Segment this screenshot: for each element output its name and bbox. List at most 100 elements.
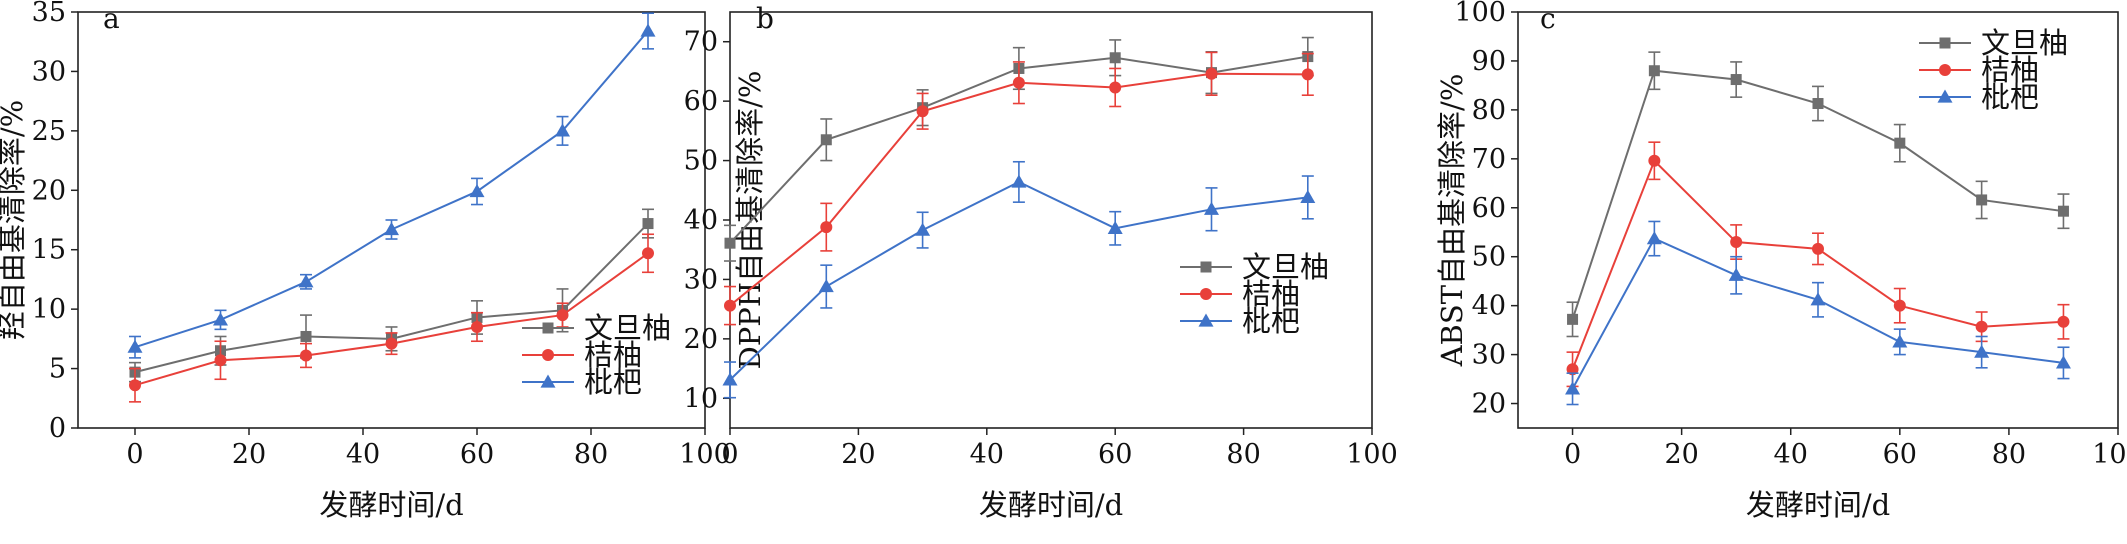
x-tick-label: 60 [460, 439, 494, 470]
data-point [1893, 299, 1906, 312]
y-tick-label: 25 [32, 116, 66, 147]
y-tick-label: 90 [1472, 46, 1506, 77]
data-point [915, 222, 931, 236]
data-point [820, 134, 832, 146]
legend-marker [1937, 89, 1953, 103]
data-point [469, 183, 485, 198]
x-axis-label: 发酵时间/d [319, 488, 463, 522]
x-tick-label: 80 [1992, 439, 2026, 470]
legend-label: 枇杷 [584, 365, 642, 399]
data-point [820, 221, 833, 234]
y-tick-label: 50 [1472, 242, 1506, 273]
y-tick-label: 70 [684, 27, 718, 58]
data-point [1648, 154, 1661, 167]
y-tick-label: 20 [1472, 389, 1506, 420]
legend-label: 文旦柚 [584, 311, 671, 345]
x-axis-label: 发酵时间/d [1746, 488, 1890, 522]
data-point [1300, 189, 1316, 204]
y-tick-label: 20 [684, 324, 718, 355]
x-axis-label: 发酵时间/d [979, 488, 1123, 522]
legend-label: 文旦柚 [1981, 26, 2068, 60]
legend-label: 桔柚 [1242, 277, 1300, 311]
data-point [1730, 236, 1743, 249]
legend-label: 枇杷 [1981, 80, 2039, 114]
y-tick-label: 30 [684, 264, 718, 295]
y-tick-label: 20 [32, 175, 66, 206]
y-tick-label: 60 [1472, 193, 1506, 224]
data-point [1011, 174, 1027, 188]
y-tick-label: 10 [684, 383, 718, 414]
legend-label: 桔柚 [584, 338, 642, 372]
series-line [134, 30, 649, 349]
legend-label: 文旦柚 [1242, 250, 1329, 284]
data-point [1567, 313, 1579, 325]
x-tick-label: 20 [232, 439, 266, 470]
series-3 [722, 160, 1316, 399]
data-point [1648, 65, 1660, 77]
data-point [1974, 344, 1990, 358]
y-axis-label: ABST自由基清除率/% [1435, 74, 1469, 368]
y-tick-label: 40 [1472, 291, 1506, 322]
y-axis-label: DPPH自由基清除率/% [733, 71, 767, 370]
data-point [556, 309, 569, 322]
panel-letter: c [1540, 2, 1556, 35]
data-point [471, 320, 483, 333]
y-tick-label: 70 [1472, 144, 1506, 175]
data-point [916, 105, 929, 118]
plot-frame [1517, 11, 2119, 429]
data-point [1975, 320, 1988, 333]
series-3 [1565, 220, 2071, 406]
series-3 [127, 12, 656, 359]
x-tick-label: 40 [970, 439, 1004, 470]
data-point [724, 237, 736, 249]
x-tick-label: 40 [1774, 439, 1808, 470]
legend-marker [542, 322, 554, 334]
legend-marker [1939, 37, 1951, 49]
data-point [1646, 231, 1662, 245]
data-point [129, 379, 141, 392]
legend-label: 桔柚 [1981, 53, 2039, 87]
data-point [1109, 81, 1122, 94]
y-tick-label: 80 [1472, 95, 1506, 126]
legend-marker [1939, 64, 1951, 76]
data-point [214, 354, 227, 367]
x-tick-label: 0 [1564, 439, 1581, 470]
data-point [2057, 315, 2070, 328]
y-tick-label: 10 [32, 294, 66, 325]
data-point [642, 218, 654, 230]
x-tick-label: 100 [1346, 439, 1398, 470]
data-point [300, 330, 312, 342]
data-point [127, 339, 143, 353]
y-tick-label: 30 [1472, 340, 1506, 371]
chart-panel-c: 0 20 40 60 80 100 20 30 40 50 60 70 80 90 100 发酵时间/d ABS… [1435, 0, 2127, 522]
y-tick-label: 30 [32, 56, 66, 87]
data-point [1892, 334, 1908, 348]
x-tick-label: 60 [1098, 439, 1132, 470]
y-tick-label: 40 [684, 205, 718, 236]
data-point [724, 299, 736, 312]
y-tick-label: 15 [32, 235, 66, 266]
x-tick-label: 20 [841, 439, 875, 470]
legend-marker [1200, 288, 1212, 300]
x-tick-label: 0 [126, 439, 143, 470]
x-tick-label: 0 [721, 439, 738, 470]
data-point [1109, 52, 1121, 64]
x-tick-label: 80 [1226, 439, 1260, 470]
series-2 [724, 51, 1314, 326]
panel-letter: b [756, 2, 774, 35]
series-1 [1566, 51, 2070, 338]
legend-label: 枇杷 [1242, 304, 1300, 338]
data-point [1107, 220, 1123, 234]
data-point [555, 123, 570, 137]
data-point [298, 274, 314, 288]
data-point [1012, 76, 1025, 89]
legend-marker [1198, 313, 1214, 327]
y-tick-label: 100 [1454, 0, 1506, 28]
legend-marker [540, 374, 556, 388]
panel-letter: a [103, 2, 120, 35]
data-point [1812, 242, 1824, 255]
x-tick-label: 40 [346, 439, 380, 470]
